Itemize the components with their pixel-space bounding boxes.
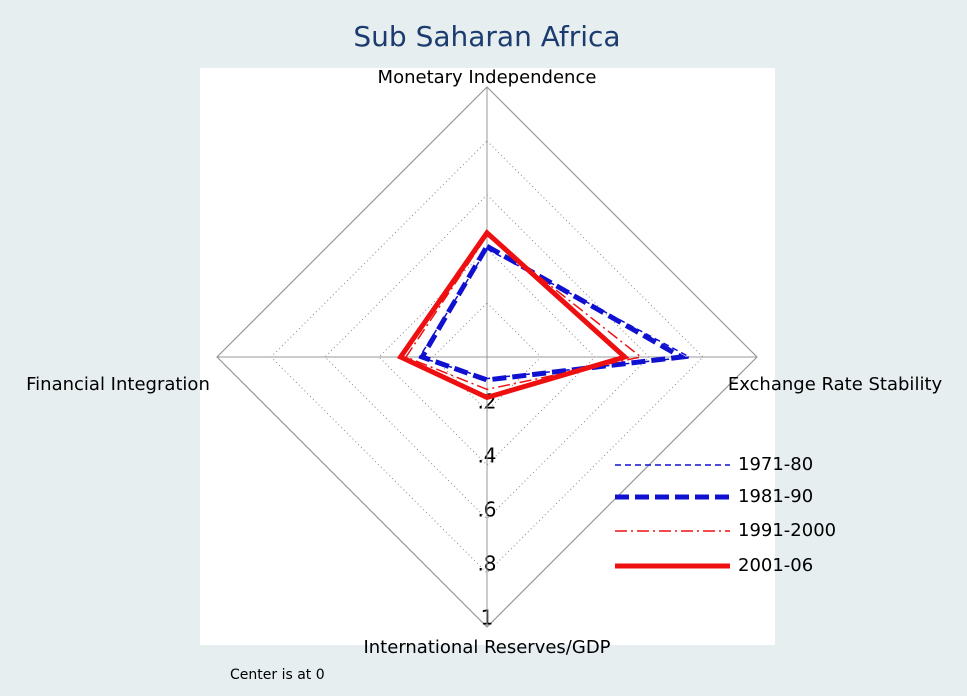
legend-label: 1971-80 — [738, 454, 813, 475]
series-polygon — [396, 229, 630, 401]
axis-label: Exchange Rate Stability — [728, 374, 943, 395]
note: Center is at 0 — [230, 667, 325, 683]
grid-ring — [324, 194, 650, 520]
legend-label: 1991-2000 — [738, 520, 836, 541]
axis-label: Monetary Independence — [378, 67, 597, 88]
axis-label: Financial Integration — [26, 374, 210, 395]
series-polygon — [418, 248, 693, 380]
axis-label: International Reserves/GDP — [363, 637, 610, 658]
series-polygon — [418, 242, 690, 383]
legend-label: 1981-90 — [738, 486, 813, 507]
series-polygon — [404, 234, 643, 391]
chart-title: Sub Saharan Africa — [353, 20, 620, 53]
legend-label: 2001-06 — [738, 555, 813, 576]
